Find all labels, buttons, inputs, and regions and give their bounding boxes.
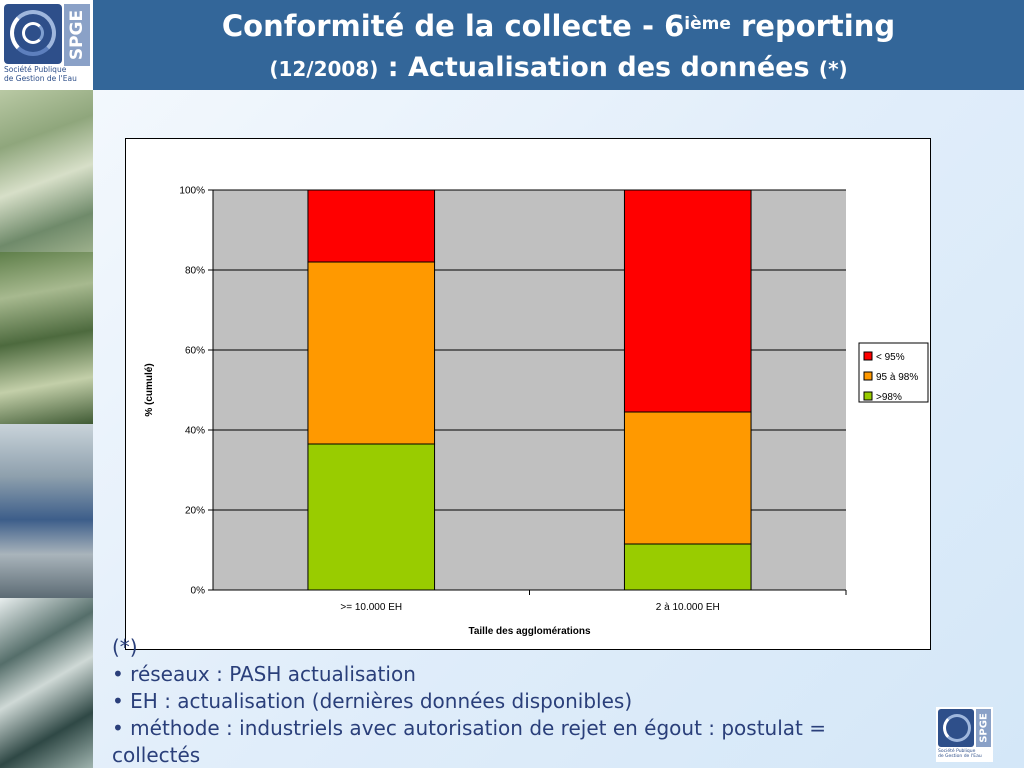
spge-small-logo: SPGE Société Publique de Gestion de l'Ea… [936, 707, 993, 762]
x-category-label: >= 10.000 EH [340, 602, 402, 613]
y-tick-label: 100% [179, 186, 205, 197]
legend-label: >98% [876, 392, 902, 403]
slide-title-line2: (12/2008) : Actualisation des données (*… [269, 52, 848, 83]
swirl-logo-icon [938, 709, 974, 747]
footnote-item: • EH : actualisation (dernières données … [112, 689, 633, 713]
header-bar [0, 0, 1024, 90]
title-date: (12/2008) [269, 57, 379, 81]
footnotes: (*) • réseaux : PASH actualisation • EH … [112, 634, 942, 769]
logo-letters: SPGE [67, 9, 87, 61]
spge-logo: SPGE Société Publique de Gestion de l'Ea… [0, 0, 93, 90]
y-tick-label: 40% [185, 426, 205, 437]
small-logo-caption: Société Publique de Gestion de l'Eau [938, 749, 982, 759]
y-tick-label: 20% [185, 506, 205, 517]
river-photo [0, 252, 93, 424]
treatment-plant-photo [0, 424, 93, 598]
swirl-logo-icon [4, 4, 62, 64]
y-tick-label: 80% [185, 266, 205, 277]
footnote-item: • méthode : industriels avec autorisatio… [112, 716, 827, 740]
chart-svg: 0% 20% 40% 60% 80% 100% >= 10.000 EH 2 à 10.000… [144, 186, 929, 637]
bar-segment [307, 189, 436, 263]
y-axis-title: % (cumulé) [144, 363, 155, 416]
footnote-item: • réseaux : PASH actualisation [112, 662, 416, 686]
footnote-continuation: collectés [112, 743, 201, 767]
footnote-marker: (*) [112, 635, 138, 659]
landscape-photo [0, 90, 93, 252]
logo-caption: Société Publique de Gestion de l'Eau [4, 65, 77, 83]
title-note-marker: (*) [818, 57, 848, 81]
legend-swatch [863, 351, 873, 361]
y-tick-label: 60% [185, 346, 205, 357]
small-logo-letters: SPGE [978, 713, 989, 743]
water-photo [0, 598, 93, 768]
legend-label: < 95% [876, 352, 905, 363]
bar-segment [623, 411, 752, 545]
legend-swatch [863, 391, 873, 401]
slide-title-line1: Conformité de la collecte - 6ième report… [221, 9, 896, 43]
x-category-label: 2 à 10.000 EH [656, 602, 720, 613]
bar-segment [623, 189, 752, 413]
legend-swatch [863, 371, 873, 381]
y-tick-label: 0% [191, 586, 206, 597]
bar-segment [623, 543, 752, 591]
bar-segment [307, 261, 436, 445]
photo-strip [0, 90, 93, 768]
x-axis-title: Taille des agglomérations [468, 626, 591, 637]
stacked-bar-chart: 0% 20% 40% 60% 80% 100% >= 10.000 EH 2 à 10.000… [125, 138, 931, 650]
legend-label: 95 à 98% [876, 372, 918, 383]
bar-segment [307, 443, 436, 591]
